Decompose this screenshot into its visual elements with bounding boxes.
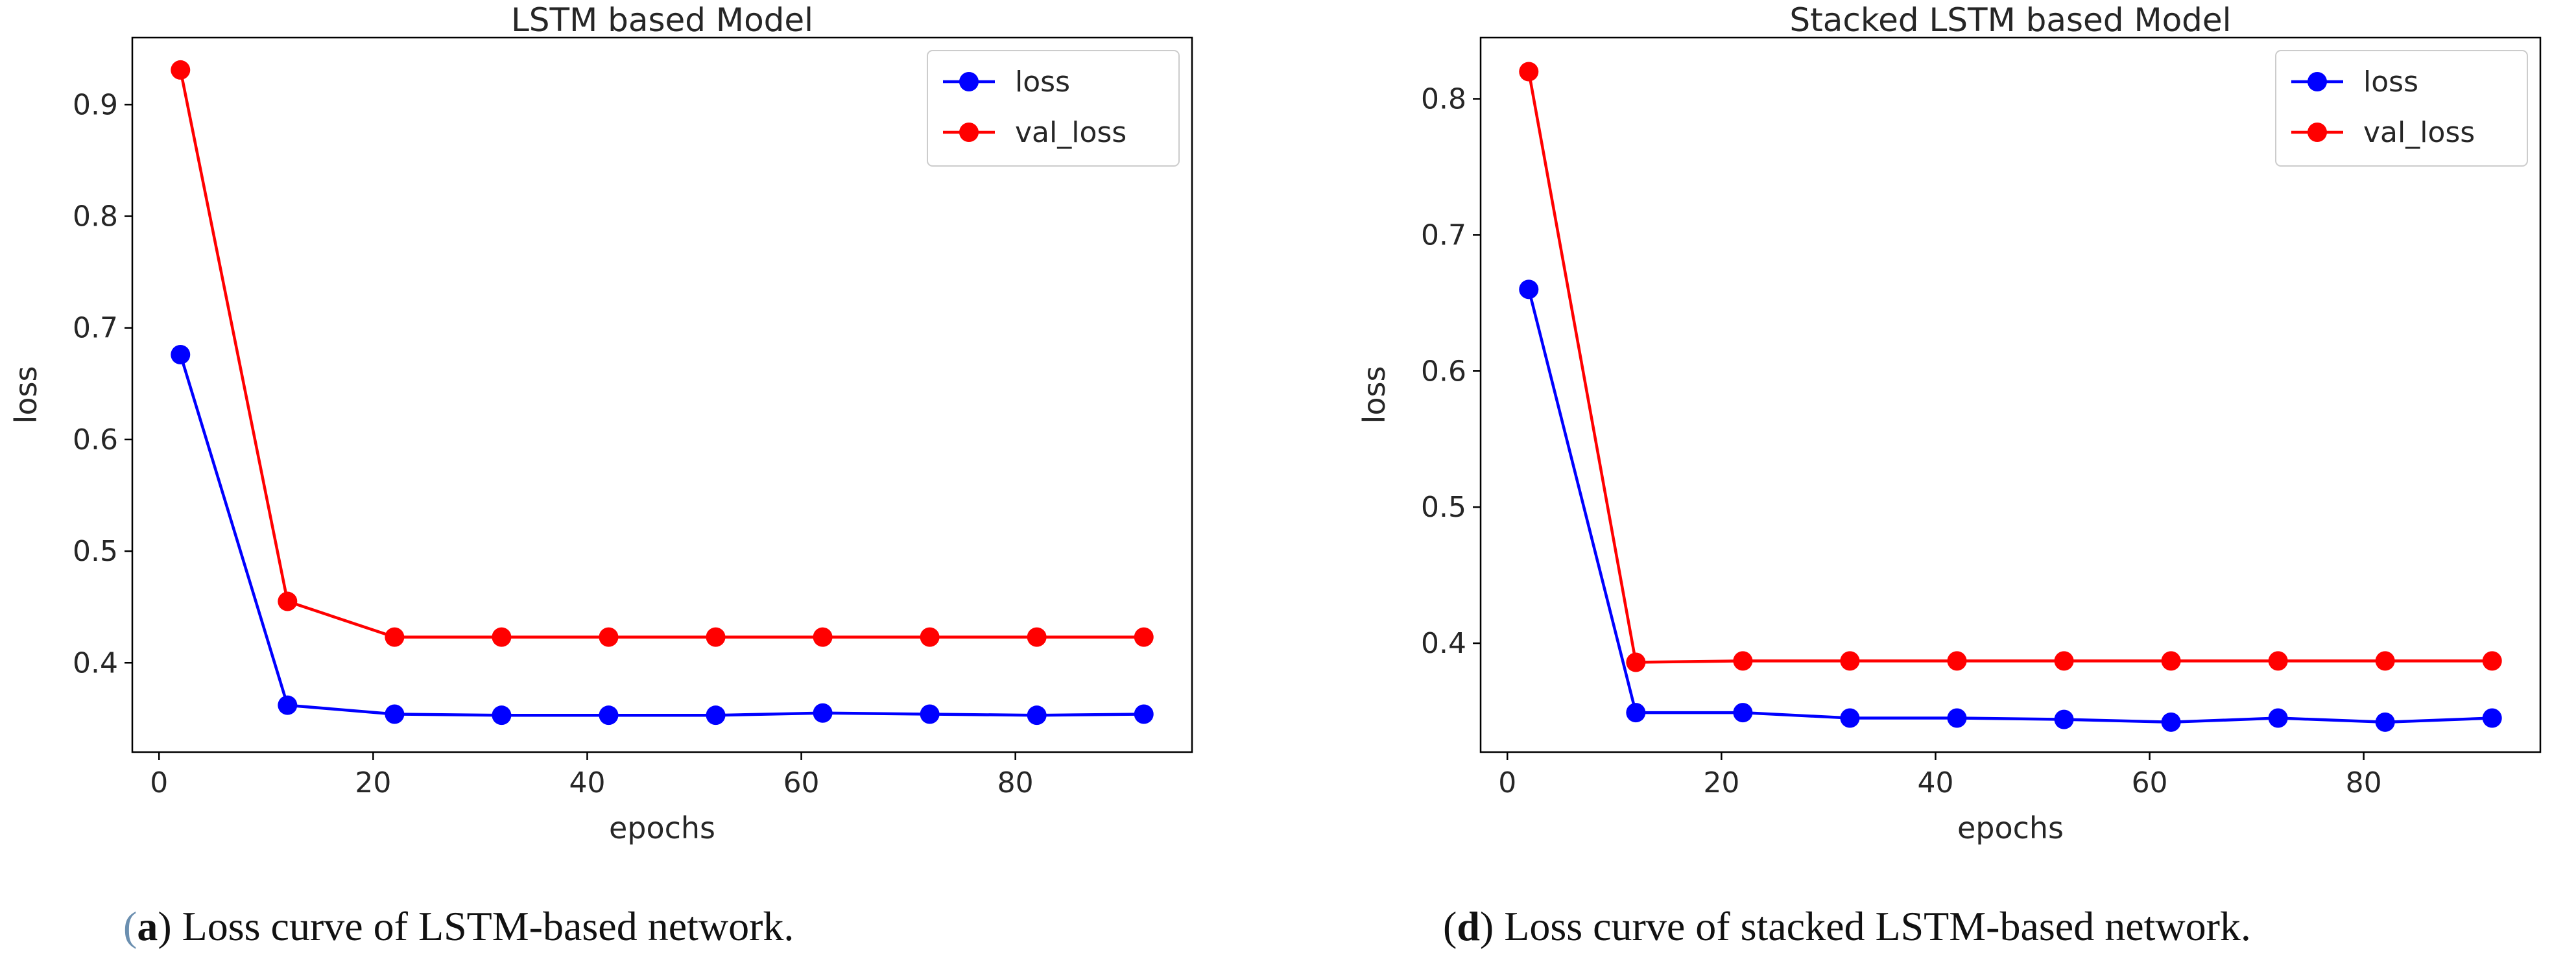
legend-val_loss-marker xyxy=(2308,123,2327,142)
series-loss-point xyxy=(1027,705,1047,726)
chart-d-ylabel: loss xyxy=(1357,366,1392,424)
series-loss-point xyxy=(1840,708,1860,728)
series-loss-point xyxy=(1947,708,1967,728)
chart-a-ylabel: loss xyxy=(8,366,43,424)
series-loss-point xyxy=(706,705,726,726)
series-val_loss-point xyxy=(599,627,619,647)
x-tick-label: 80 xyxy=(2346,766,2382,799)
series-val_loss-point xyxy=(920,627,940,647)
series-val_loss-point xyxy=(813,627,833,647)
x-tick-label: 40 xyxy=(1917,766,1953,799)
series-val_loss-point xyxy=(492,627,512,647)
series-val_loss-line xyxy=(1527,71,2492,664)
y-tick-label: 0.4 xyxy=(1421,627,1466,660)
y-tick-label: 0.6 xyxy=(73,423,118,456)
chart-a-xlabel: epochs xyxy=(609,810,715,845)
series-loss-point xyxy=(2054,709,2074,729)
series-val_loss-point xyxy=(1947,651,1967,671)
series-val_loss-point xyxy=(385,627,405,647)
legend-loss-marker xyxy=(959,72,979,91)
y-tick-label: 0.8 xyxy=(1421,82,1466,115)
x-tick-label: 20 xyxy=(1703,766,1739,799)
series-val_loss-point xyxy=(171,60,191,80)
y-tick-label: 0.5 xyxy=(1421,491,1466,524)
series-loss-point xyxy=(920,704,940,724)
series-loss-point xyxy=(813,703,833,723)
series-val_loss-line xyxy=(179,69,1144,639)
chart-d-frame xyxy=(1479,36,2542,753)
series-loss-point xyxy=(278,695,298,715)
series-loss-point xyxy=(1519,279,1539,300)
series-val_loss-point xyxy=(2054,651,2074,671)
series-val_loss-point xyxy=(1626,652,1646,672)
series-val_loss-point xyxy=(2161,651,2181,671)
series-loss-point xyxy=(171,345,191,365)
series-loss-point xyxy=(599,705,619,726)
chart-a: LSTM based Model 0 20 40 60 80 0.4 0.5 0.6 0.7 0.8… xyxy=(8,1,1193,845)
series-val_loss-point xyxy=(1733,651,1753,671)
chart-d-title: Stacked LSTM based Model xyxy=(1789,1,2231,39)
chart-a-title: LSTM based Model xyxy=(511,1,813,39)
caption-a: (a) Loss curve of LSTM-based network. xyxy=(123,903,794,949)
chart-a-frame xyxy=(131,36,1193,753)
x-tick-label: 20 xyxy=(355,766,391,799)
series-loss-point xyxy=(2482,708,2502,728)
chart-d-legend xyxy=(2275,50,2528,167)
legend-val_loss-label: val_loss xyxy=(2363,116,2475,149)
series-val_loss-point xyxy=(1840,651,1860,671)
caption-d-text: ) Loss curve of stacked LSTM-based netwo… xyxy=(1479,903,2251,949)
series-val_loss-point xyxy=(2482,651,2502,671)
x-tick-label: 0 xyxy=(1498,766,1516,799)
chart-d-xlabel: epochs xyxy=(1957,810,2064,845)
series-loss-point xyxy=(2375,712,2395,732)
x-tick-label: 80 xyxy=(997,766,1034,799)
x-tick-label: 60 xyxy=(2132,766,2168,799)
series-val_loss-point xyxy=(1027,627,1047,647)
series-loss-point xyxy=(492,705,512,726)
series-val_loss-point xyxy=(278,591,298,611)
legend-loss-label: loss xyxy=(2363,65,2418,99)
caption-d-label: d xyxy=(1457,903,1480,949)
caption-d: (d) Loss curve of stacked LSTM-based net… xyxy=(1443,903,2251,949)
series-val_loss-point xyxy=(706,627,726,647)
legend-loss-marker xyxy=(2308,72,2327,91)
caption-a-label: a xyxy=(137,903,158,949)
series-val_loss-point xyxy=(2268,651,2288,671)
series-val_loss-point xyxy=(2375,651,2395,671)
series-loss-point xyxy=(385,704,405,724)
series-loss-line xyxy=(1527,289,2492,724)
series-loss-point xyxy=(2268,708,2288,728)
legend-val_loss-marker xyxy=(959,123,979,142)
caption-a-text: ) Loss curve of LSTM-based network. xyxy=(158,903,794,949)
series-loss-point xyxy=(1626,703,1646,723)
y-tick-label: 0.7 xyxy=(73,312,118,345)
y-tick-label: 0.4 xyxy=(73,646,118,679)
y-tick-label: 0.7 xyxy=(1421,218,1466,252)
legend-val_loss-label: val_loss xyxy=(1015,116,1127,149)
chart-a-legend xyxy=(927,50,1180,167)
y-tick-label: 0.6 xyxy=(1421,355,1466,388)
series-loss-point xyxy=(2161,712,2181,732)
series-loss-point xyxy=(1733,703,1753,723)
series-loss-point xyxy=(1134,704,1154,724)
chart-d: Stacked LSTM based Model 0 20 40 60 80 0.4 0.5 0… xyxy=(1357,1,2542,845)
x-tick-label: 60 xyxy=(783,766,820,799)
legend-loss-label: loss xyxy=(1015,65,1070,99)
y-tick-label: 0.5 xyxy=(73,535,118,568)
series-val_loss-point xyxy=(1134,627,1154,647)
x-tick-label: 0 xyxy=(150,766,168,799)
y-tick-label: 0.8 xyxy=(73,200,118,233)
series-loss-line xyxy=(179,354,1144,717)
series-val_loss-point xyxy=(1519,62,1539,82)
x-tick-label: 40 xyxy=(569,766,605,799)
y-tick-label: 0.9 xyxy=(73,88,118,121)
